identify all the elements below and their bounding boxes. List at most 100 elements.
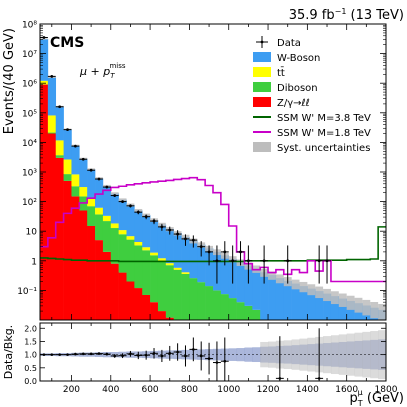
syst-band-bin: [307, 284, 316, 296]
bar-diboson: [213, 290, 222, 320]
ratio-syst-bin: [291, 339, 300, 370]
data-point: [121, 200, 124, 204]
bar-wboson: [307, 288, 316, 320]
bar-wboson: [260, 272, 269, 320]
lumi-main: 35.9 fb: [289, 8, 335, 23]
bar-diboson: [228, 298, 237, 320]
bar-ttbar: [102, 215, 112, 222]
bar-dy: [63, 180, 72, 320]
channel-label: μ + pTmiss: [79, 62, 126, 80]
ratio-syst-bin: [299, 338, 308, 371]
ratio-syst-bin: [346, 333, 355, 376]
data-point: [113, 194, 117, 197]
data-point: [168, 228, 172, 232]
bar-ttbar: [173, 267, 182, 270]
bar-dy: [47, 133, 57, 320]
ratio-point: [113, 354, 117, 358]
bar-ttbar: [142, 247, 151, 251]
bar-diboson: [55, 155, 64, 158]
data-point: [286, 259, 290, 263]
ratio-plot: 0.0 0.5 1.0 1.5 2.0 200 400 600 800 1000 1200 1400…: [2, 322, 398, 395]
bar-ttbar: [118, 230, 127, 235]
legend-swatch-dy: [253, 97, 271, 107]
syst-band-bin: [370, 302, 379, 319]
data-point: [66, 128, 69, 132]
bar-dy: [71, 196, 80, 320]
main-y-axis: 10⁻¹ 1 10 10² 10³ 10⁴ 10⁵ 10⁶ 10⁷ 10⁸: [17, 21, 386, 312]
data-point: [191, 238, 195, 242]
x-tick-label: 1200: [257, 385, 280, 395]
signal-line-ssm18: [40, 176, 386, 283]
ratio-syst-bin: [370, 331, 379, 379]
bar-dy: [55, 157, 64, 320]
legend-label: Diboson: [277, 83, 318, 94]
ratio-point: [66, 353, 69, 356]
syst-band-bin: [330, 291, 339, 305]
bar-diboson: [63, 174, 72, 181]
bar-wboson: [40, 38, 49, 81]
data-point: [105, 185, 109, 189]
ratio-y-tick-label: 0.5: [24, 364, 37, 373]
data-point: [317, 259, 321, 263]
ratio-point: [89, 352, 93, 356]
data-point: [58, 105, 62, 109]
bar-dy: [150, 302, 159, 320]
x-tick-label: 200: [63, 385, 80, 395]
bar-diboson: [173, 269, 182, 320]
bar-dy: [110, 263, 119, 320]
ratio-point: [121, 354, 124, 357]
legend-label: Syst. uncertainties: [277, 143, 370, 154]
x-tick-label: 600: [141, 385, 158, 395]
data-point: [144, 215, 148, 219]
bar-diboson: [165, 265, 174, 318]
bar-wboson: [55, 106, 64, 141]
bar-wboson: [134, 210, 143, 242]
x-tick-label: 800: [181, 385, 198, 395]
bar-wboson: [268, 275, 277, 320]
bar-dy: [142, 294, 151, 320]
data-point: [152, 219, 156, 223]
ratio-y-axis: 0.0 0.5 1.0 1.5 2.0: [24, 324, 386, 386]
syst-band-bin: [315, 286, 324, 299]
ratio-point: [168, 352, 172, 355]
data-point: [97, 177, 101, 181]
ratio-syst-bin: [330, 335, 340, 375]
ratio-frame: [39, 322, 387, 382]
syst-band-bin: [268, 271, 276, 280]
ratio-point: [184, 354, 187, 358]
main-y-axis-label: Events/(40 GeV): [2, 28, 17, 134]
ratio-point: [97, 352, 101, 355]
data-point: [89, 168, 93, 172]
bar-wboson: [118, 199, 127, 231]
bar-diboson: [102, 221, 112, 252]
ratio-point: [58, 353, 61, 356]
ratio-y-tick-label: 0.0: [24, 377, 37, 386]
data-point: [129, 204, 132, 208]
bar-wboson: [275, 278, 285, 320]
bar-ttbar: [150, 252, 159, 256]
bar-wboson: [252, 268, 261, 310]
data-point: [223, 250, 227, 254]
data-point: [136, 210, 140, 214]
bar-wboson: [236, 262, 245, 303]
y-tick-label: 10⁶: [22, 80, 37, 90]
ratio-point: [129, 352, 132, 356]
data-point: [262, 259, 266, 263]
ratio-y-axis-label: Data/Bkg.: [2, 325, 15, 379]
data-point: [246, 259, 250, 263]
syst-band-bin: [354, 297, 363, 313]
bar-ttbar: [79, 187, 88, 197]
syst-band-bin: [362, 299, 371, 316]
data-points: [40, 36, 331, 284]
legend: Data W-Boson tt̄ Diboson Z/γ→ℓℓ SSM W' M=3.8 …: [253, 36, 371, 154]
bar-diboson: [95, 214, 104, 241]
cms-label: CMS: [50, 35, 84, 51]
bar-diboson: [71, 186, 80, 197]
bar-wboson: [165, 229, 174, 264]
bar-wboson: [338, 298, 347, 320]
bar-ttbar: [181, 272, 190, 274]
bar-wboson: [110, 193, 119, 224]
ratio-point: [215, 361, 219, 364]
data-point: [42, 36, 46, 39]
